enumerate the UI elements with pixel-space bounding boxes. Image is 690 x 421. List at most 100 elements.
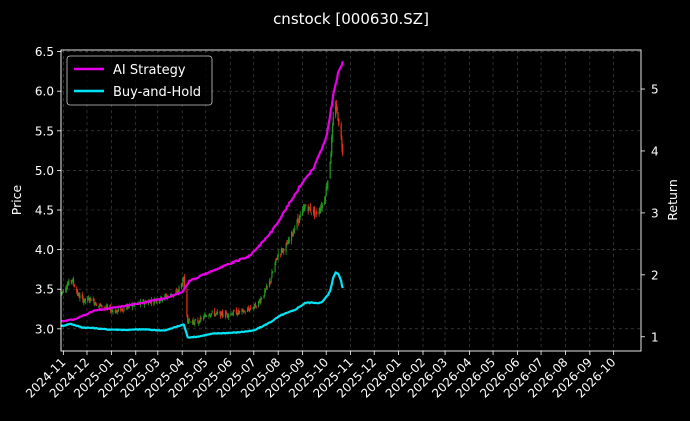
series-line-buy-and-hold: [60, 271, 344, 339]
candle-body: [150, 300, 153, 304]
right-tick-label: 3: [651, 206, 659, 220]
candle-body: [305, 205, 307, 207]
candle-body: [258, 300, 260, 302]
candle-body: [99, 303, 101, 306]
candle-body: [209, 315, 211, 316]
candle-body: [210, 313, 212, 316]
candle-body: [87, 298, 90, 300]
candle-body: [187, 314, 189, 324]
candle-body: [189, 321, 191, 323]
candle-body: [110, 310, 112, 312]
candle-body: [265, 289, 267, 291]
candle-body: [197, 319, 199, 323]
left-tick-label: 3.0: [35, 322, 54, 336]
candle-body: [101, 305, 103, 308]
candle-body: [95, 302, 97, 305]
left-tick-label: 3.5: [35, 283, 54, 297]
candle-body: [299, 214, 301, 218]
candle-body: [181, 283, 183, 285]
candle-body: [178, 287, 180, 292]
candle-body: [222, 315, 224, 317]
candle-body: [192, 320, 194, 323]
candle-body: [320, 205, 323, 208]
candle-body: [266, 285, 268, 287]
chart-title: cnstock [000630.SZ]: [273, 10, 429, 28]
candle-body: [215, 313, 217, 314]
candle-body: [243, 311, 245, 312]
candle-body: [153, 301, 155, 304]
candle-body: [98, 304, 101, 306]
candle-body: [71, 280, 73, 282]
candle-body: [336, 108, 338, 111]
candle-body: [176, 290, 178, 292]
candle-body: [236, 314, 238, 316]
candle-body: [335, 106, 337, 116]
candle-body: [208, 314, 210, 318]
candle-body: [298, 215, 301, 224]
candle-body: [214, 313, 216, 317]
left-tick-label: 4.5: [35, 204, 54, 218]
candle-body: [276, 257, 279, 260]
candle-body: [199, 317, 201, 322]
candle-body: [194, 319, 197, 321]
candle-body: [318, 211, 320, 214]
candle-body: [202, 318, 205, 319]
candle-body: [260, 298, 262, 303]
candle-body: [115, 311, 117, 314]
candle-body: [302, 207, 304, 209]
candle-body: [79, 295, 81, 299]
candle-body: [147, 301, 149, 305]
candle-body: [261, 298, 263, 300]
candle-body: [226, 312, 228, 316]
candle-body: [73, 285, 75, 288]
candle-body: [106, 306, 109, 308]
candle-body: [276, 257, 278, 259]
candle-body: [132, 304, 135, 306]
candle-body: [92, 299, 94, 301]
candle-body: [204, 314, 206, 317]
candle-body: [239, 311, 241, 312]
candle-body: [307, 206, 309, 212]
candle-body: [220, 311, 222, 317]
candle-body: [316, 212, 318, 215]
candle-body: [121, 309, 123, 311]
candle-body: [120, 309, 123, 311]
candle-body: [286, 243, 288, 244]
candle-body: [78, 294, 80, 298]
candle-body: [303, 207, 305, 211]
candle-body: [296, 219, 298, 229]
right-tick-label: 2: [651, 268, 659, 282]
candle-body: [116, 309, 118, 312]
candle-body: [194, 320, 196, 325]
candle-body: [221, 311, 223, 316]
candle-body: [109, 307, 112, 312]
candle-body: [217, 312, 219, 313]
candle-body: [89, 297, 91, 301]
candle-body: [309, 207, 312, 212]
candle-body: [325, 186, 327, 197]
candle-body: [248, 309, 250, 311]
right-tick-label: 1: [651, 330, 659, 344]
candle-body: [106, 306, 108, 309]
candle-body: [83, 300, 85, 304]
candle-body: [228, 314, 230, 318]
candle-body: [143, 299, 145, 304]
candle-body: [321, 204, 323, 209]
candle-body: [125, 308, 127, 310]
candle-body: [329, 161, 331, 179]
candle-body: [225, 312, 227, 314]
candle-body: [88, 299, 90, 302]
candle-body: [66, 284, 68, 289]
candle-body: [342, 146, 344, 155]
candle-body: [77, 293, 79, 295]
candle-body: [281, 248, 283, 252]
candle-body: [279, 253, 282, 255]
candle-body: [67, 283, 69, 286]
candle-body: [193, 322, 195, 325]
candle-body: [293, 230, 295, 233]
candle-body: [72, 279, 75, 285]
candle-body: [283, 249, 285, 252]
candle-body: [313, 210, 315, 214]
candle-body: [127, 305, 129, 308]
candle-body: [117, 310, 119, 313]
